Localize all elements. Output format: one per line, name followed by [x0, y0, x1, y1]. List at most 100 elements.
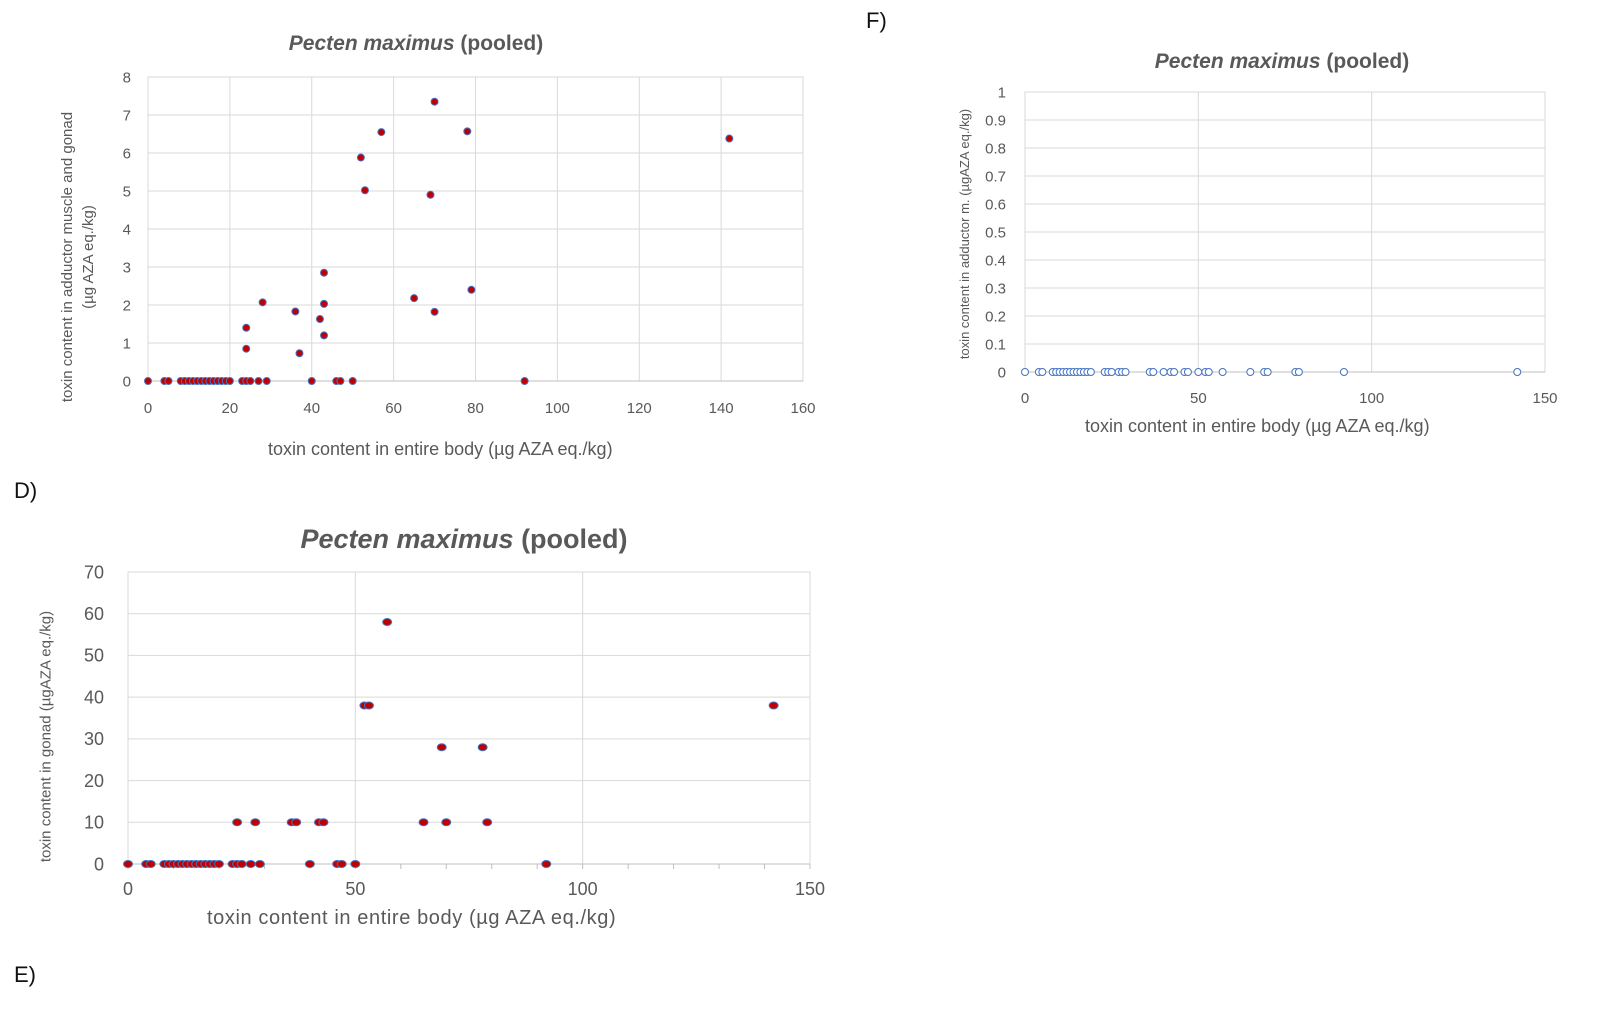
- chart-d-title-suffix: (pooled): [460, 32, 544, 55]
- chart-e-data-point: [436, 743, 447, 752]
- chart-d-ytick-label: 7: [123, 107, 131, 124]
- chart-f-title: Pecten maximus (pooled): [1155, 50, 1409, 74]
- chart-d-xlabel: toxin content in entire body (µg AZA eq.…: [268, 439, 613, 459]
- chart-d-xtick-label: 80: [467, 400, 484, 417]
- chart-e-data-point: [350, 860, 361, 868]
- chart-d-data-point: [315, 315, 324, 324]
- chart-d-data-point: [320, 299, 329, 308]
- chart-e-data-point: [541, 860, 552, 868]
- chart-d-xtick-label: 100: [545, 400, 570, 417]
- chart-d-data-point: [246, 377, 255, 385]
- chart-d-ytick-label: 4: [123, 221, 131, 238]
- chart-e-data-point: [336, 860, 347, 868]
- chart-f-ytick-label: 0.7: [985, 168, 1006, 185]
- chart-e-data-point: [254, 860, 265, 868]
- chart-f-data-point: [1038, 368, 1047, 376]
- chart-d-ytick-label: 8: [123, 69, 131, 86]
- chart-e-data-point: [304, 860, 315, 868]
- chart-d-data-point: [336, 377, 345, 385]
- chart-e-title-species: Pecten maximus: [300, 524, 514, 554]
- chart-d-data-point: [410, 294, 419, 303]
- chart-f-xtick-label: 0: [1021, 390, 1029, 407]
- chart-f-data-point: [1121, 368, 1130, 376]
- chart-d-title-species: Pecten maximus: [288, 32, 455, 55]
- chart-d-data-point: [225, 377, 234, 385]
- chart-d-xtick-label: 0: [144, 400, 152, 417]
- chart-e-data-point: [213, 860, 224, 868]
- chart-f-data-point: [1246, 368, 1255, 376]
- chart-d-xtick-label: 40: [303, 400, 320, 417]
- chart-d-data-point: [360, 186, 369, 195]
- chart-f-ytick-label: 0.8: [985, 140, 1006, 157]
- chart-d-ytick-label: 3: [123, 259, 131, 276]
- panel-label-d: D): [14, 478, 38, 503]
- chart-e-ytick-label: 0: [94, 854, 104, 874]
- chart-f-ytick-label: 0.3: [985, 280, 1006, 297]
- chart-d-ytick-label: 0: [123, 373, 131, 390]
- chart-d-xtick-label: 140: [709, 400, 734, 417]
- chart-e-data-point: [232, 818, 243, 827]
- chart-d-data-point: [258, 298, 267, 307]
- chart-f-data-point: [1339, 368, 1348, 376]
- chart-f-data-point: [1204, 368, 1213, 376]
- chart-f-data-point: [1194, 368, 1203, 376]
- chart-d-data-point: [520, 377, 529, 385]
- chart-f-data-point: [1107, 368, 1116, 376]
- chart-e-data-point: [250, 818, 261, 827]
- panel-label-f: F): [866, 8, 887, 33]
- chart-e-data-point: [482, 818, 493, 827]
- chart-e-data-point: [318, 818, 329, 827]
- chart-d-xtick-label: 60: [385, 400, 402, 417]
- chart-f-title-species: Pecten maximus: [1154, 50, 1321, 73]
- chart-d-data-point: [377, 128, 386, 137]
- chart-e-ytick-label: 30: [84, 729, 104, 749]
- chart-e-ytick-label: 50: [84, 646, 104, 666]
- chart-e-data-point: [291, 818, 302, 827]
- chart-e-xtick-label: 0: [123, 879, 133, 899]
- chart-f-ytick-label: 1: [998, 84, 1006, 101]
- chart-d-ytick-label: 1: [123, 335, 131, 352]
- chart-d-data-point: [467, 285, 476, 294]
- chart-e-title: Pecten maximus (pooled): [300, 524, 627, 555]
- chart-d-data-point: [430, 97, 439, 106]
- chart-d-data-point: [242, 344, 251, 353]
- chart-d-data-point: [320, 331, 329, 340]
- chart-f-ytick-label: 0.6: [985, 196, 1006, 213]
- chart-d-data-point: [426, 190, 435, 199]
- chart-e-data-point: [382, 618, 393, 627]
- chart-f-data-point: [1086, 368, 1095, 376]
- chart-e-ytick-label: 40: [84, 687, 104, 707]
- chart-e-data-point: [768, 701, 779, 710]
- chart-d-xtick-label: 160: [790, 400, 815, 417]
- chart-f-ytick-label: 0.2: [985, 308, 1006, 325]
- chart-e-data-point: [123, 860, 133, 868]
- chart-f-ytick-label: 0.4: [985, 252, 1006, 269]
- chart-f-ytick-label: 0.9: [985, 112, 1006, 129]
- chart-d-data-point: [295, 349, 304, 358]
- chart-d-data-point: [430, 307, 439, 316]
- chart-e-data-point: [363, 701, 374, 710]
- chart-d-ytick-label: 2: [123, 297, 131, 314]
- chart-f-data-point: [1183, 368, 1192, 376]
- chart-d-data-point: [307, 377, 316, 385]
- chart-f-ytick-label: 0.1: [985, 336, 1006, 353]
- chart-e-xtick-label: 150: [795, 879, 825, 899]
- chart-e-xtick-label: 50: [345, 879, 365, 899]
- chart-e-ytick-label: 20: [84, 771, 104, 791]
- chart-d-xtick-label: 20: [222, 400, 239, 417]
- chart-f-title-suffix: (pooled): [1326, 50, 1410, 73]
- chart-d-data-point: [356, 153, 365, 162]
- chart-e-data-point: [418, 818, 429, 827]
- chart-e-title-suffix: (pooled): [521, 524, 628, 554]
- chart-d-data-point: [144, 377, 152, 385]
- chart-f-data-point: [1021, 368, 1029, 376]
- chart-e-data-point: [441, 818, 452, 827]
- chart-d-data-point: [348, 377, 357, 385]
- chart-d-data-point: [725, 134, 734, 143]
- chart-f-data-point: [1159, 368, 1168, 376]
- chart-e-xtick-label: 100: [568, 879, 598, 899]
- chart-f-xlabel: toxin content in entire body (µg AZA eq.…: [1085, 416, 1430, 436]
- chart-d-data-point: [254, 377, 263, 385]
